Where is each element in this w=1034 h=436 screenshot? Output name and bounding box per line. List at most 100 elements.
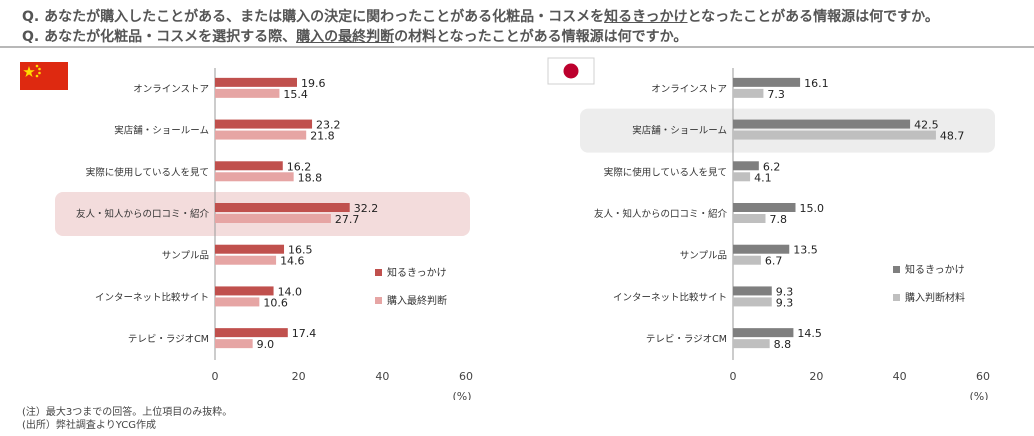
question-2: Q. あなたが化粧品・コスメを選択する際、購入の最終判断の材料となったことがある… — [22, 26, 687, 46]
japan-value-label: 9.3 — [776, 285, 794, 298]
china-legend-swatch — [375, 297, 382, 304]
japan-legend-label: 購入判断材料 — [905, 291, 965, 304]
japan-chart: オンラインストア 16.1 7.3 実店舗・ショールーム 42.548.7 実際に使用して… — [547, 57, 995, 400]
china-bar-decision — [215, 130, 307, 140]
question-1-suffix: となったことがある情報源は何ですか。 — [687, 9, 939, 25]
japan-bar-awareness — [733, 286, 772, 296]
japan-value-label: 14.5 — [797, 327, 822, 340]
japan-category-label: サンプル品 — [680, 251, 727, 262]
china-bar-awareness — [215, 244, 285, 254]
japan-value-label: 7.8 — [770, 213, 788, 226]
japan-bar-decision — [733, 214, 766, 223]
china-value-label: 18.8 — [298, 171, 323, 184]
japan-bar-awareness — [733, 328, 794, 338]
china-value-label: 21.8 — [310, 130, 335, 143]
china-category-label: 実際に使用している人を見て — [86, 166, 209, 178]
china-legend-label: 購入最終判断 — [387, 294, 447, 307]
china-x-tick-label: 20 — [292, 370, 306, 383]
footnote: (注）最大3つまでの回答。上位項目のみ抜粋。 — [22, 407, 233, 418]
japan-legend-swatch — [893, 294, 900, 301]
japan-bar-decision — [733, 297, 772, 307]
china-value-label: 17.4 — [292, 327, 317, 340]
japan-value-label: 9.3 — [776, 296, 794, 309]
japan-category-label: 実店舗・ショールーム — [632, 125, 727, 137]
japan-value-label: 15.0 — [800, 202, 825, 215]
japan-value-label: 16.1 — [804, 77, 829, 90]
japan-bar-decision — [733, 130, 936, 140]
japan-value-label: 8.8 — [774, 338, 792, 351]
japan-legend-swatch — [893, 266, 900, 273]
japan-category-label: テレビ・ラジオCM — [646, 334, 727, 345]
japan-bar-decision — [733, 88, 764, 98]
japan-value-label: 48.7 — [940, 130, 965, 143]
china-value-label: 19.6 — [301, 77, 326, 90]
china-x-unit-label: (%) — [452, 390, 471, 400]
japan-value-label: 7.3 — [767, 88, 785, 101]
japan-bar-awareness — [733, 77, 801, 87]
china-bar-awareness — [215, 286, 274, 296]
japan-x-tick-label: 0 — [730, 370, 737, 383]
china-value-label: 9.0 — [257, 338, 275, 351]
japan-value-label: 42.5 — [914, 119, 939, 132]
china-chart: オンラインストア 19.615.4 実店舗・ショールーム 23.221.8 実際に使用し… — [20, 62, 473, 400]
china-bar-decision — [215, 297, 260, 307]
china-bar-awareness — [215, 77, 297, 87]
question-1-emphasis: 知るきっかけ — [604, 9, 688, 25]
japan-legend-label: 知るきっかけ — [905, 263, 965, 276]
china-legend-label: 知るきっかけ — [387, 266, 447, 279]
china-bar-decision — [215, 88, 280, 98]
china-value-label: 15.4 — [283, 88, 308, 101]
china-bar-awareness — [215, 161, 283, 171]
china-bar-awareness — [215, 203, 350, 212]
china-value-label: 27.7 — [335, 213, 360, 226]
china-value-label: 23.2 — [316, 119, 341, 132]
japan-bar-awareness — [733, 119, 911, 129]
question-2-suffix: の材料となったことがある情報源は何ですか。 — [394, 29, 688, 45]
japan-x-tick-label: 20 — [809, 370, 823, 383]
china-value-label: 32.2 — [354, 202, 379, 215]
japan-category-label: 実際に使用している人を見て — [604, 166, 727, 178]
china-value-label: 14.0 — [278, 285, 303, 298]
china-bar-awareness — [215, 119, 313, 129]
japan-x-unit-label: (%) — [969, 390, 988, 400]
japan-x-tick-label: 60 — [976, 370, 990, 383]
china-value-label: 10.6 — [263, 296, 288, 309]
question-2-emphasis: 購入の最終判断 — [296, 29, 395, 45]
source-note: (出所）弊社調査よりYCG作成 — [22, 420, 156, 431]
china-category-label: 実店舗・ショールーム — [114, 125, 209, 137]
japan-category-label: オンラインストア — [651, 84, 727, 95]
china-x-tick-label: 60 — [459, 370, 473, 383]
china-value-label: 14.6 — [280, 255, 305, 268]
japan-value-label: 4.1 — [754, 171, 772, 184]
japan-category-label: 友人・知人からの口コミ・紹介 — [594, 208, 728, 220]
china-bar-decision — [215, 339, 253, 349]
china-category-label: サンプル品 — [162, 251, 209, 262]
china-category-label: テレビ・ラジオCM — [128, 334, 209, 345]
japan-flag-icon — [547, 57, 595, 85]
china-bar-awareness — [215, 328, 288, 338]
china-category-label: 友人・知人からの口コミ・紹介 — [76, 208, 210, 220]
china-value-label: 16.5 — [288, 244, 313, 257]
japan-bar-awareness — [733, 203, 796, 212]
japan-bar-awareness — [733, 244, 790, 254]
japan-value-label: 6.2 — [763, 160, 781, 173]
japan-value-label: 6.7 — [765, 255, 783, 268]
china-x-tick-label: 0 — [212, 370, 219, 383]
question-1: Q. あなたが購入したことがある、または購入の決定に関わったことがある化粧品・コ… — [22, 6, 939, 26]
japan-bar-awareness — [733, 161, 759, 171]
japan-bar-decision — [733, 339, 770, 349]
header-divider — [0, 46, 1034, 48]
question-2-prefix: Q. あなたが化粧品・コスメを選択する際、 — [22, 29, 297, 45]
china-x-tick-label: 40 — [375, 370, 389, 383]
japan-value-label: 13.5 — [793, 244, 818, 257]
china-legend-swatch — [375, 269, 382, 276]
china-bar-decision — [215, 255, 277, 265]
japan-category-label: インターネット比較サイト — [613, 291, 727, 303]
japan-x-tick-label: 40 — [893, 370, 907, 383]
china-flag-icon — [20, 62, 68, 90]
japan-bar-decision — [733, 255, 761, 265]
china-category-label: インターネット比較サイト — [95, 291, 209, 303]
china-bar-decision — [215, 172, 294, 182]
japan-bar-decision — [733, 172, 751, 182]
china-bar-decision — [215, 214, 331, 223]
